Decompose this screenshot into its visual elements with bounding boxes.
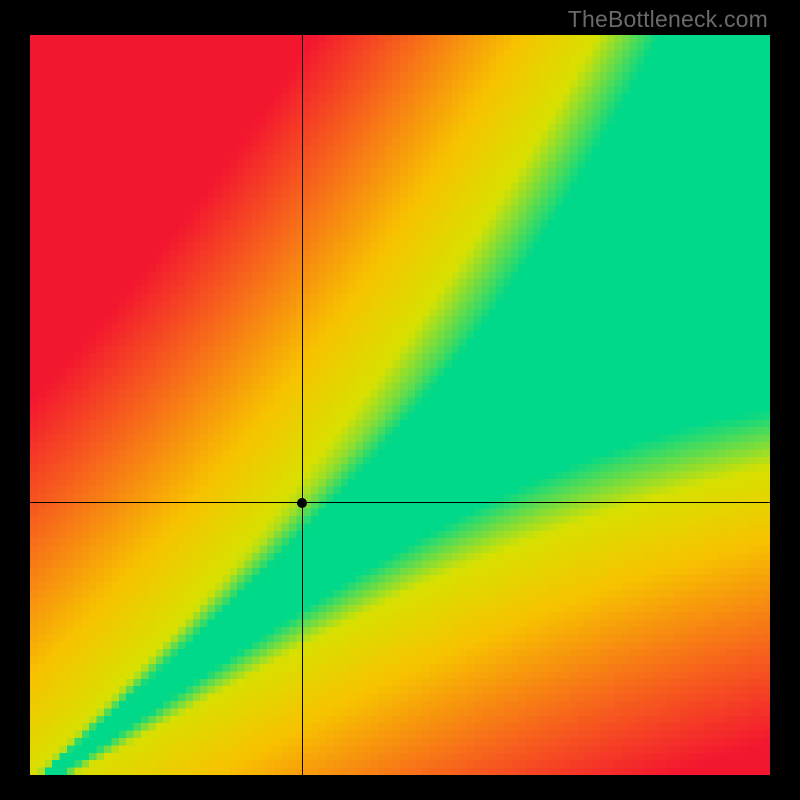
heatmap-plot bbox=[30, 35, 770, 775]
heatmap-canvas bbox=[30, 35, 770, 775]
crosshair-horizontal bbox=[30, 502, 770, 503]
watermark-text: TheBottleneck.com bbox=[568, 6, 768, 33]
crosshair-marker bbox=[297, 498, 307, 508]
crosshair-vertical bbox=[302, 35, 303, 775]
